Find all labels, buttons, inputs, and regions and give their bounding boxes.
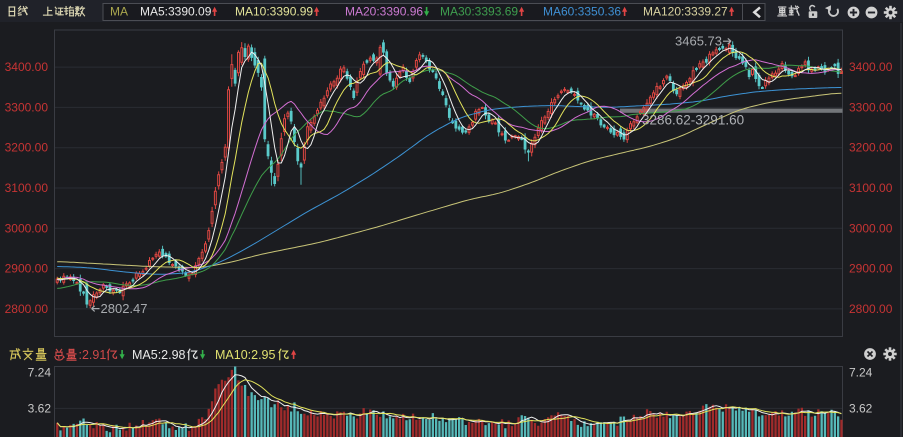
svg-text:3465.73: 3465.73 [675,34,722,49]
svg-text:MA5:3390.09: MA5:3390.09 [140,5,212,19]
svg-text:2800.00: 2800.00 [5,302,49,316]
svg-text:2900.00: 2900.00 [5,262,49,276]
svg-text:3200.00: 3200.00 [5,141,49,155]
svg-text:MA10:2.95: MA10:2.95 [215,348,276,362]
svg-text:3400.00: 3400.00 [849,60,893,74]
svg-text:7.24: 7.24 [28,366,52,380]
svg-text:MA10:3390.99: MA10:3390.99 [235,5,313,19]
svg-text:3300.00: 3300.00 [5,100,49,114]
svg-text:2900.00: 2900.00 [849,262,893,276]
svg-text:MA20:3390.96: MA20:3390.96 [345,5,423,19]
svg-text:3000.00: 3000.00 [5,221,49,235]
svg-text:MA120:3339.27: MA120:3339.27 [643,5,728,19]
svg-text:3300.00: 3300.00 [849,100,893,114]
svg-text:MA30:3393.69: MA30:3393.69 [440,5,518,19]
svg-text:3000.00: 3000.00 [849,221,893,235]
svg-text:2802.47: 2802.47 [101,301,148,316]
svg-text:7.24: 7.24 [849,366,873,380]
svg-text:MA: MA [110,5,128,19]
svg-text:3100.00: 3100.00 [5,181,49,195]
svg-text:MA5:2.98: MA5:2.98 [132,348,186,362]
svg-text:3200.00: 3200.00 [849,141,893,155]
svg-text:3400.00: 3400.00 [5,60,49,74]
svg-text:3286.62-3291.60: 3286.62-3291.60 [642,113,744,128]
svg-text:2800.00: 2800.00 [849,302,893,316]
svg-text:MA60:3350.36: MA60:3350.36 [543,5,621,19]
svg-text:3.62: 3.62 [28,401,52,415]
svg-text:3100.00: 3100.00 [849,181,893,195]
svg-text::2.91: :2.91 [79,348,107,362]
svg-text:3.62: 3.62 [849,401,873,415]
